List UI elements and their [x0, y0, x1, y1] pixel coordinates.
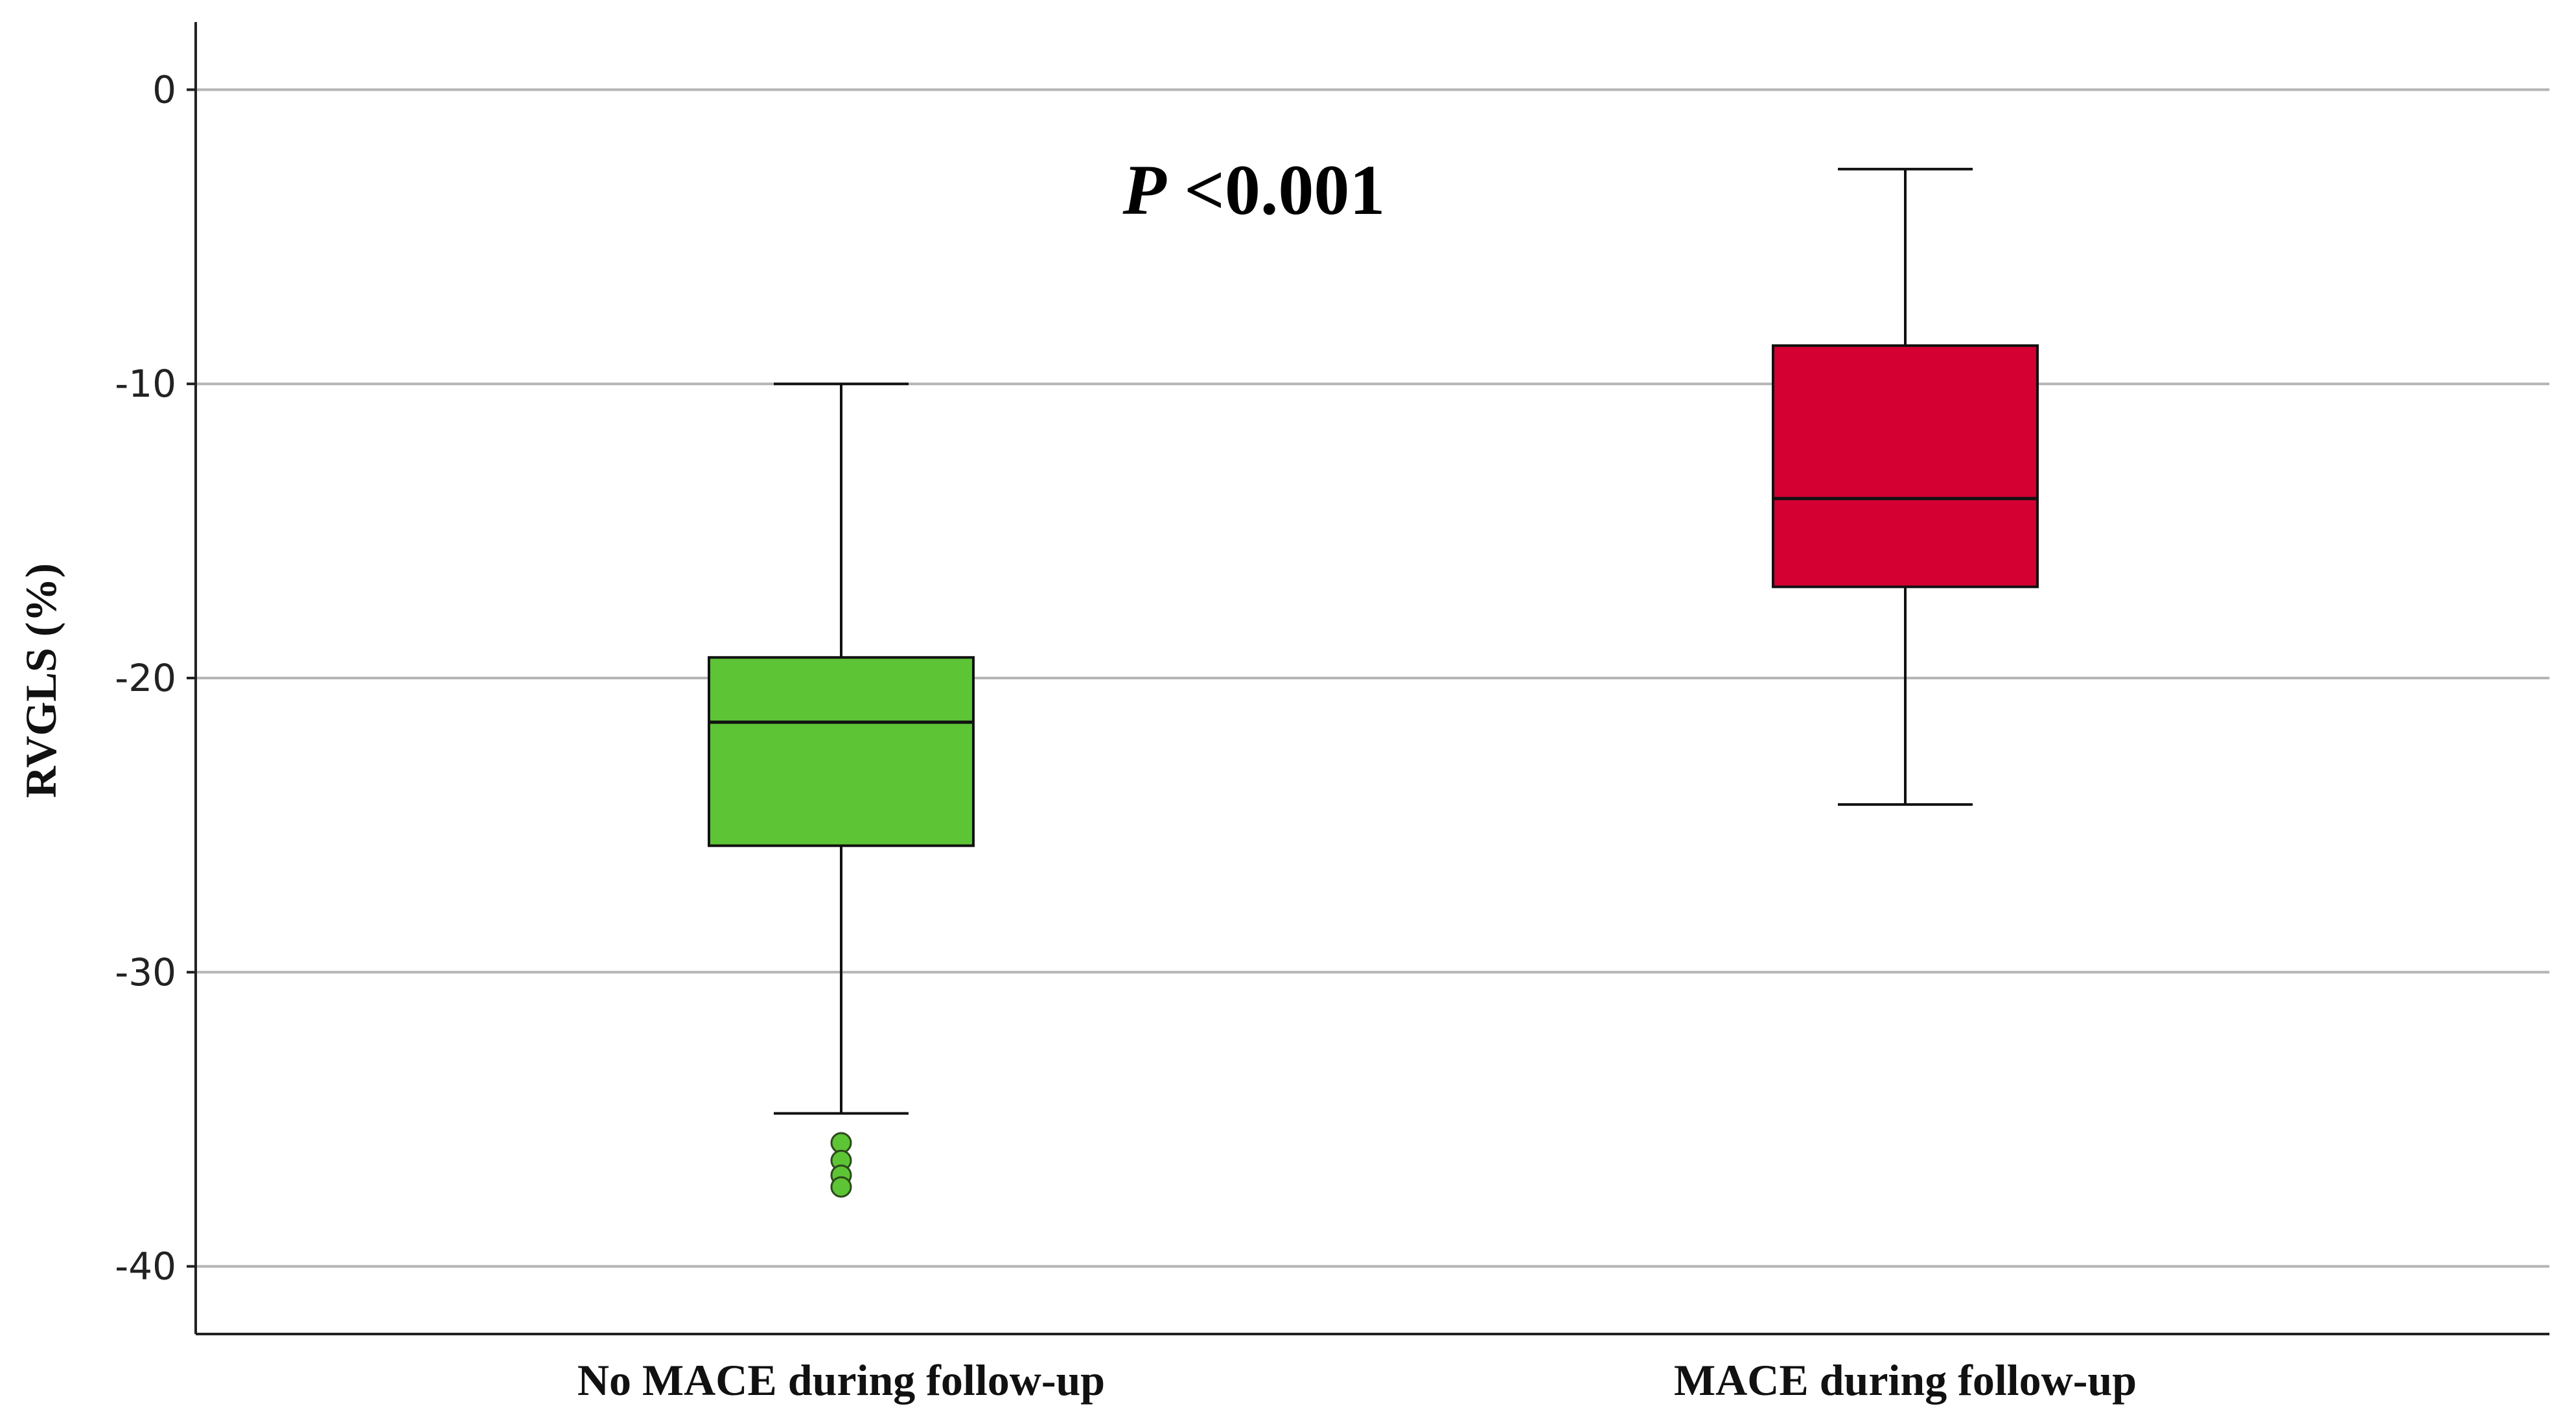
iqr-box — [1772, 344, 2039, 589]
p-value-symbol: P — [1122, 150, 1167, 229]
x-category-labels: No MACE during follow-up MACE during foll… — [577, 1355, 2137, 1405]
p-value-annotation: P <0.001 — [1122, 150, 1386, 229]
box-group — [708, 382, 975, 1198]
y-axis-ticks: 0 -10 -20 -30 -40 — [115, 67, 196, 1289]
outlier-point — [830, 1176, 852, 1198]
gridlines — [196, 88, 2549, 1268]
y-axis-label: RVGLS (%) — [16, 563, 65, 798]
axes — [194, 22, 2549, 1335]
y-tick-label: -40 — [115, 1245, 176, 1289]
y-tick-label: 0 — [152, 67, 176, 111]
x-category-label: MACE during follow-up — [1674, 1355, 2137, 1405]
outlier-point — [830, 1132, 852, 1154]
boxes — [708, 167, 2039, 1198]
x-category-label: No MACE during follow-up — [577, 1355, 1105, 1405]
y-tick-label: -20 — [115, 656, 176, 700]
y-tick-label: -10 — [115, 362, 176, 406]
box-group — [1772, 167, 2039, 806]
p-value-text: <0.001 — [1166, 150, 1386, 229]
iqr-box — [708, 656, 975, 847]
y-tick-label: -30 — [115, 950, 176, 994]
